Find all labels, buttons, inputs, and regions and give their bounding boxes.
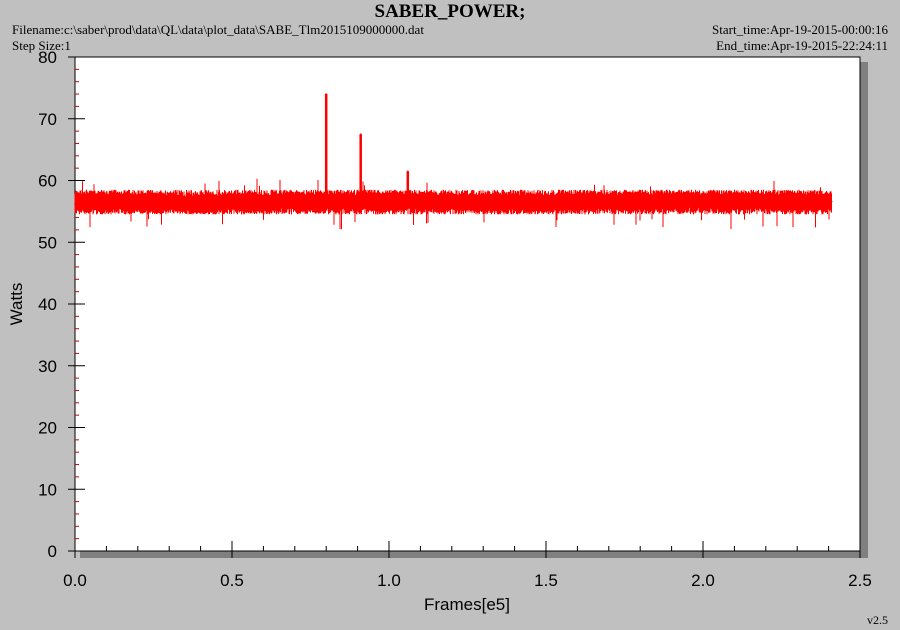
data-point [633,201,635,204]
data-point [733,200,736,203]
x-tick-label: 0.5 [220,571,244,590]
data-point [702,200,704,202]
data-point [325,198,328,200]
y-tick-label: 70 [38,110,57,129]
data-point [168,201,170,204]
data-point [451,201,453,204]
data-point [670,200,673,202]
y-tick-label: 80 [38,48,57,67]
data-point [830,200,833,203]
data-point [341,198,343,201]
y-axis: 0 10 20 30 40 50 60 70 80 [38,48,85,561]
plot-area [74,56,861,552]
x-tick-label: 1.5 [534,571,558,590]
data-point [639,199,641,202]
data-point [686,198,689,200]
y-tick-label: 60 [38,172,57,191]
start-time-label: Start_time:Apr-19-2015-00:00:16 [712,22,888,37]
data-point [105,201,108,203]
data-point [74,203,76,205]
data-point [359,199,362,202]
data-point [388,199,390,202]
step-size-label: Step Size:1 [12,38,71,53]
data-point [199,206,202,209]
data-point [231,200,233,203]
x-tick-label: 0.0 [63,571,87,590]
data-point [513,201,516,203]
data-point [359,133,362,135]
series-line [74,94,832,209]
data-point [309,201,312,203]
y-tick-label: 50 [38,233,57,252]
filename-label: Filename:c:\saber\prod\data\QL\data\plot… [12,22,424,37]
data-point [482,202,485,205]
x-axis-label: Frames[e5] [424,595,510,614]
data-point [407,170,409,173]
x-tick-label: 1.0 [377,571,401,590]
data-point [419,200,422,203]
y-tick-label: 0 [48,542,57,561]
data-point [137,199,139,202]
end-time-label: End_time:Apr-19-2015-22:24:11 [716,38,888,53]
data-point [325,199,328,202]
data-point [407,198,409,201]
chart-title: SABER_POWER; [374,1,526,22]
y-tick-label: 20 [38,419,57,438]
x-tick-label: 2.5 [848,571,872,590]
data-point [608,200,610,203]
data-point [359,201,362,203]
x-tick-label: 2.0 [691,571,715,590]
y-tick-label: 40 [38,295,57,314]
series-layer [74,93,833,230]
data-point [576,201,579,203]
data-point [89,198,92,200]
version-label: v2.5 [867,613,888,627]
y-tick-label: 30 [38,357,57,376]
data-point [262,202,265,205]
x-axis: 0.0 0.5 1.0 1.5 2.0 2.5 [63,541,872,590]
data-point [545,201,547,204]
data-point [294,198,296,201]
data-point [325,93,328,95]
data-point [372,196,375,199]
data-point [796,201,798,203]
data-point [765,199,767,202]
y-axis-label: Watts [7,283,26,326]
y-tick-label: 10 [38,480,57,499]
